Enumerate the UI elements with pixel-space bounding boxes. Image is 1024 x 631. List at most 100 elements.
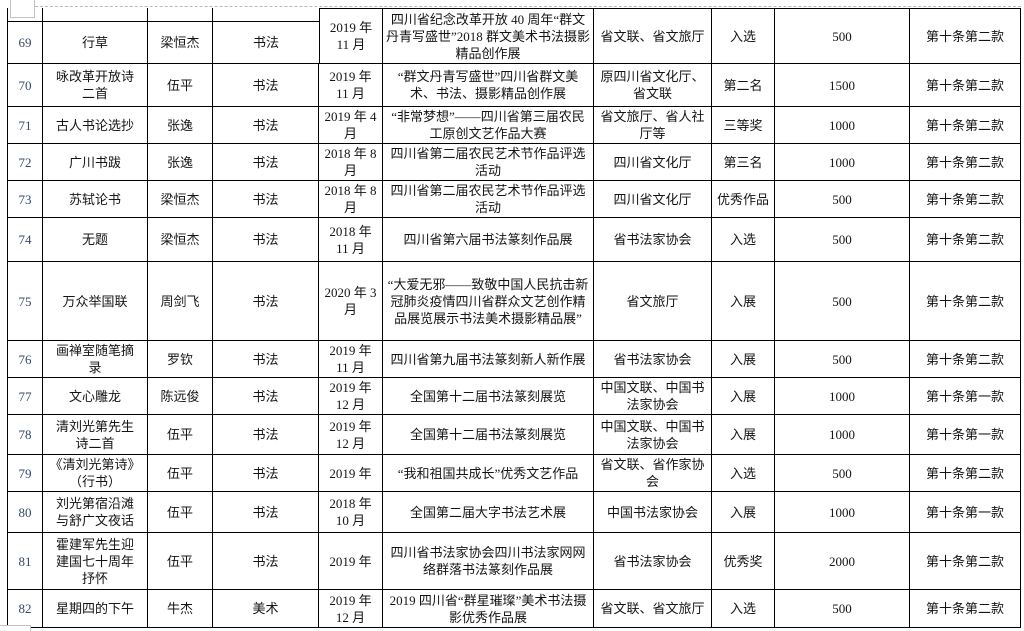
cell-category: 书法 xyxy=(213,533,319,590)
cell-award: 入展 xyxy=(712,378,775,415)
cell-amount: 1000 xyxy=(775,415,910,455)
cell-no: 82 xyxy=(7,590,43,628)
cell-title: 清刘光第先生 诗二首 xyxy=(43,415,148,455)
cell-organizer: 省书法家协会 xyxy=(594,341,712,378)
cell-exhibition: “非常梦想”——四川省第三届农民工原创文艺作品大赛 xyxy=(383,107,594,144)
cell-title: 画禅室随笔摘 录 xyxy=(43,341,148,378)
cell-title: 万众举国联 xyxy=(43,262,148,341)
cell-date: 2019 年 11 月 xyxy=(319,64,383,107)
cell-author: 伍平 xyxy=(148,415,213,455)
cell-award: 优秀奖 xyxy=(712,533,775,590)
cell-no: 78 xyxy=(7,415,43,455)
cell-exhibition: 四川省书法家协会四川书法家网网络群落书法篆刻作品展 xyxy=(383,533,594,590)
table-row: 70 咏改革开放诗 二首 伍平 书法 2019 年 11 月 “群文丹青写盛世”四川省群文… xyxy=(7,64,1021,107)
cell-amount: 1000 xyxy=(775,144,910,181)
cell-date: 2019 年 4 月 xyxy=(319,107,383,144)
table-row: 76 画禅室随笔摘 录罗钦 书法 2019 年 11 月四川省第九届书法篆刻新人新作展… xyxy=(7,341,1021,378)
cell-award: 入展 xyxy=(712,341,775,378)
table-row: 73 苏轼论书 梁恒杰 书法 2018 年 8 月四川省第二届农民艺术节作品评选活动 四川… xyxy=(7,181,1021,218)
cell-category: 书法 xyxy=(213,64,319,107)
cell-exhibition: 四川省第二届农民艺术节作品评选活动 xyxy=(383,181,594,218)
cell-organizer: 中国文联、中国书法家协会 xyxy=(594,415,712,455)
cell-date: 2018 年 8 月 xyxy=(319,181,383,218)
cell-exhibition: 四川省第六届书法篆刻作品展 xyxy=(383,218,594,262)
cell-exhibition: 全国第十二届书法篆刻展览 xyxy=(383,415,594,455)
cell-award: 入展 xyxy=(712,415,775,455)
cell-date: 2018 年 8 月 xyxy=(319,144,383,181)
next-page-table-corner xyxy=(0,625,31,631)
cell-clause: 第十条第二款 xyxy=(910,262,1021,341)
awards-table: 69 行草 梁恒杰 书法 2019 年 11 月四川省纪念改革开放 40 周年“群文丹青… xyxy=(7,8,1021,628)
cell-category: 书法 xyxy=(213,415,319,455)
cell-no: 74 xyxy=(7,218,43,262)
table-row: 82 星期四的下午 牛杰 美术 2019 年 12 月 2019 四川省“群星璀璨”美术书… xyxy=(7,590,1021,628)
cell-author: 梁恒杰 xyxy=(148,8,213,64)
cell-clause: 第十条第一款 xyxy=(910,378,1021,415)
cell-exhibition: 四川省第九届书法篆刻新人新作展 xyxy=(383,341,594,378)
cell-title: 无题 xyxy=(43,218,148,262)
cell-no: 70 xyxy=(7,64,43,107)
cell-no: 79 xyxy=(7,455,43,492)
cell-date: 2018 年 10 月 xyxy=(319,492,383,533)
cell-title: 行草 xyxy=(43,8,148,64)
cell-clause: 第十条第二款 xyxy=(910,181,1021,218)
cell-clause: 第十条第二款 xyxy=(910,64,1021,107)
cell-exhibition: 四川省纪念改革开放 40 周年“群文丹青写盛世”2018 群文美术书法摄影精品创… xyxy=(383,8,594,64)
cell-category: 书法 xyxy=(213,262,319,341)
cell-amount: 500 xyxy=(775,218,910,262)
cell-title: 刘光第宿沿滩 与舒广文夜话 xyxy=(43,492,148,533)
cell-clause: 第十条第二款 xyxy=(910,144,1021,181)
cell-category: 书法 xyxy=(213,492,319,533)
cell-author: 伍平 xyxy=(148,64,213,107)
table-row: 79 《清刘光第诗》 （行书） 伍平 书法 2019 年 “我和祖国共成长”优秀文艺作品省… xyxy=(7,455,1021,492)
cell-date: 2019 年 11 月 xyxy=(319,341,383,378)
cell-author: 伍平 xyxy=(148,492,213,533)
cell-category: 书法 xyxy=(213,455,319,492)
previous-page-table-corner xyxy=(10,0,35,18)
cell-category: 书法 xyxy=(213,8,319,64)
cell-date: 2019 年 12 月 xyxy=(319,415,383,455)
cell-no: 73 xyxy=(7,181,43,218)
cell-author: 伍平 xyxy=(148,533,213,590)
cell-author: 伍平 xyxy=(148,455,213,492)
cell-organizer: 省文旅厅 xyxy=(594,262,712,341)
cell-category: 书法 xyxy=(213,378,319,415)
cell-clause: 第十条第二款 xyxy=(910,341,1021,378)
cell-amount: 2000 xyxy=(775,533,910,590)
table-row: 71 古人书论选抄 张逸 书法 2019 年 4 月 “非常梦想”——四川省第三届农民工原… xyxy=(7,107,1021,144)
cell-award: 优秀作品 xyxy=(712,181,775,218)
cell-amount: 1000 xyxy=(775,492,910,533)
cell-date: 2020 年 3 月 xyxy=(319,262,383,341)
cell-exhibition: 四川省第二届农民艺术节作品评选活动 xyxy=(383,144,594,181)
cell-author: 梁恒杰 xyxy=(148,181,213,218)
cell-title: 苏轼论书 xyxy=(43,181,148,218)
cell-organizer: 省书法家协会 xyxy=(594,218,712,262)
cell-organizer: 省文联、省作家协会 xyxy=(594,455,712,492)
cell-clause: 第十条第二款 xyxy=(910,107,1021,144)
cell-award: 入选 xyxy=(712,8,775,64)
table-row: 75 万众举国联 周剑飞 书法 2020 年 3 月 “大爱无邪——致敬中国人民抗击新冠肺… xyxy=(7,262,1021,341)
cell-organizer: 省文联、省文旅厅 xyxy=(594,8,712,64)
cell-award: 入展 xyxy=(712,492,775,533)
cell-organizer: 中国文联、中国书法家协会 xyxy=(594,378,712,415)
cell-organizer: 省文联、省文旅厅 xyxy=(594,590,712,628)
cell-award: 入选 xyxy=(712,590,775,628)
cell-organizer: 四川省文化厅 xyxy=(594,144,712,181)
cell-date: 2019 年 12 月 xyxy=(319,590,383,628)
cell-title: 广川书跋 xyxy=(43,144,148,181)
cell-amount: 500 xyxy=(775,341,910,378)
cell-amount: 500 xyxy=(775,181,910,218)
cell-exhibition: “群文丹青写盛世”四川省群文美术、书法、摄影精品创作展 xyxy=(383,64,594,107)
cell-title: 星期四的下午 xyxy=(43,590,148,628)
cell-author: 梁恒杰 xyxy=(148,218,213,262)
table-row: 72 广川书跋 张逸 书法 2018 年 8 月四川省第二届农民艺术节作品评选活动 四川省… xyxy=(7,144,1021,181)
cell-date: 2019 年 xyxy=(319,533,383,590)
table-row: 77 文心雕龙 陈远俊 书法 2019 年 12 月全国第十二届书法篆刻展览 中国文联、中… xyxy=(7,378,1021,415)
cell-author: 张逸 xyxy=(148,107,213,144)
cell-author: 张逸 xyxy=(148,144,213,181)
cell-amount: 1500 xyxy=(775,64,910,107)
cell-category: 书法 xyxy=(213,181,319,218)
cell-award: 三等奖 xyxy=(712,107,775,144)
cell-no: 76 xyxy=(7,341,43,378)
table-row: 80 刘光第宿沿滩 与舒广文夜话 伍平 书法 2018 年 10 月全国第二届大字书法艺… xyxy=(7,492,1021,533)
